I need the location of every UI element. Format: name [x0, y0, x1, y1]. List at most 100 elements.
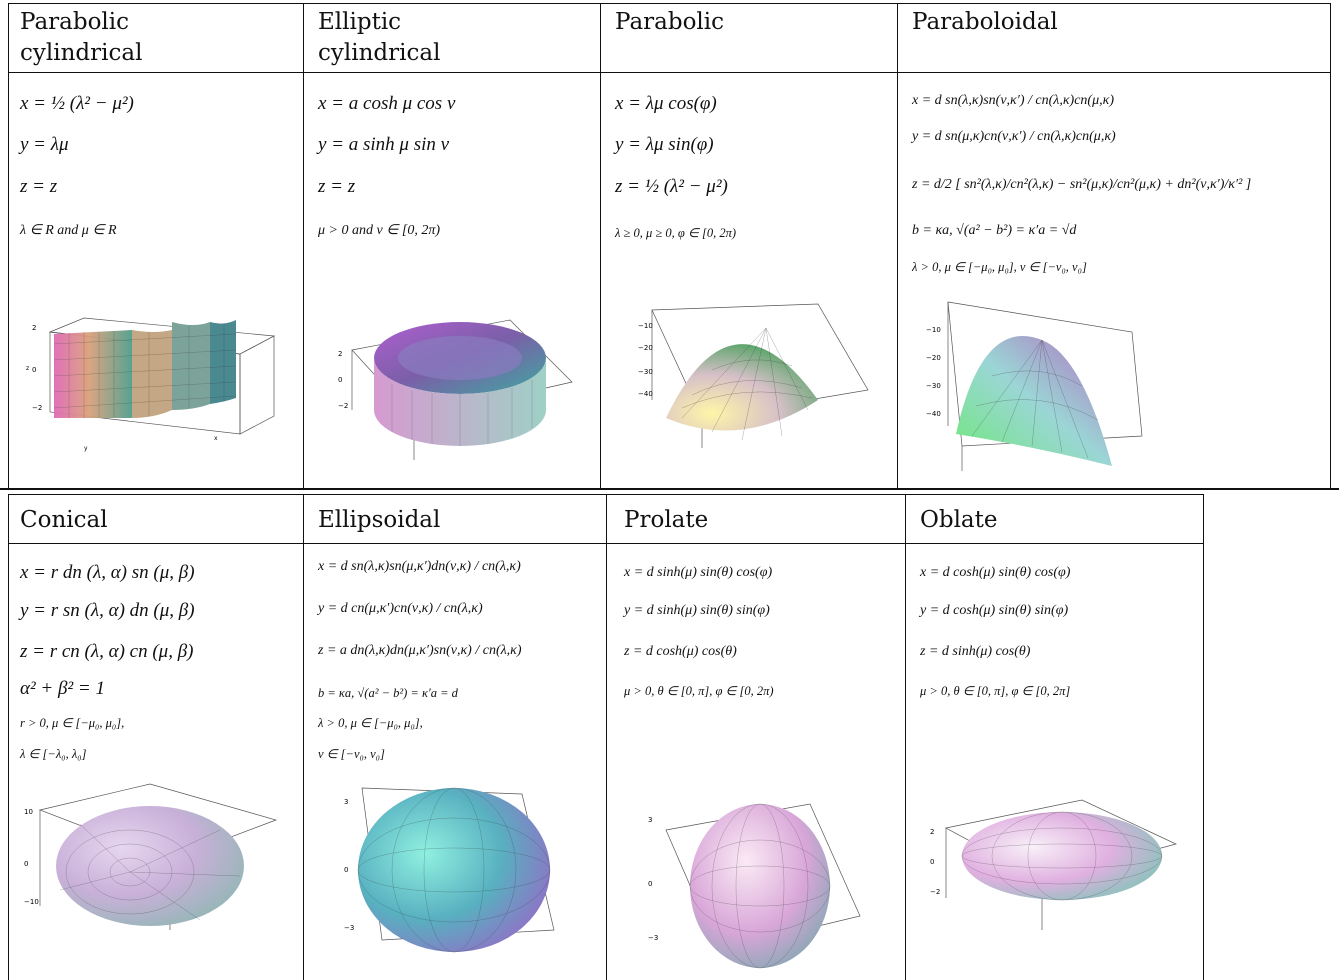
svg-text:0: 0 [344, 866, 348, 874]
svg-text:0: 0 [32, 366, 36, 374]
svg-text:−30: −30 [638, 368, 653, 376]
svg-text:−3: −3 [344, 924, 354, 932]
header-paraboloidal: Paraboloidal [912, 7, 1058, 38]
svg-text:x: x [214, 435, 218, 442]
equation-domain: λ > 0, μ ∈ [−μ₀, μ₀], ν ∈ [−ν₀, ν₀] [912, 260, 1087, 274]
prolate-spheroid-surface-icon: 3 0 −3 [648, 803, 861, 969]
bottom-table-border-left [8, 494, 9, 980]
equation-x: x = d sn(λ,κ)sn(ν,κ′) / cn(λ,κ)cn(μ,κ) [912, 93, 1114, 108]
svg-text:−10: −10 [24, 898, 39, 906]
svg-text:−40: −40 [926, 410, 941, 418]
svg-text:−20: −20 [638, 344, 653, 352]
equation-y: y = a sinh μ sin ν [318, 134, 450, 155]
equation-x: x = r dn (λ, α) sn (μ, β) [20, 562, 195, 583]
svg-text:−30: −30 [926, 382, 941, 390]
header-line: Parabolic [20, 9, 130, 35]
svg-text:−2: −2 [338, 402, 348, 410]
equation-z: z = d cosh(μ) cos(θ) [624, 644, 737, 659]
svg-text:−40: −40 [638, 390, 653, 398]
equation-domain: λ ∈ [−λ₀, λ₀] [20, 747, 87, 761]
header-line: cylindrical [318, 40, 441, 66]
elliptic-cylinder-surface-icon: 2 0 −2 [338, 319, 573, 460]
svg-text:0: 0 [338, 376, 342, 384]
header-line: Paraboloidal [912, 9, 1058, 35]
svg-text:0: 0 [648, 880, 652, 888]
equation-z: z = ½ (λ² − μ²) [615, 176, 728, 197]
equation-y: y = d sinh(μ) sin(θ) sin(φ) [624, 603, 770, 618]
top-table-rule-header [8, 72, 1331, 73]
equation-domain: μ > 0, θ ∈ [0, π], φ ∈ [0, 2π] [920, 684, 1071, 698]
equation-x: x = d sn(λ,κ)sn(μ,κ′)dn(ν,κ) / cn(λ,κ) [318, 559, 521, 574]
equation-domain: r > 0, μ ∈ [−μ₀, μ₀], [20, 716, 125, 730]
equation-x: x = a cosh μ cos ν [318, 93, 456, 114]
equation-domain: λ > 0, μ ∈ [−μ₀, μ₀], [318, 716, 423, 730]
header-parabolic-cylindrical: Parabolic cylindrical [20, 7, 142, 69]
equation-x: x = λμ cos(φ) [615, 93, 717, 114]
equation-constraint: α² + β² = 1 [20, 678, 105, 699]
svg-text:2: 2 [338, 350, 342, 358]
equation-domain: λ ≥ 0, μ ≥ 0, φ ∈ [0, 2π) [615, 226, 737, 240]
equation-domain: μ > 0 and ν ∈ [0, 2π) [318, 223, 441, 238]
bottom-table-divider-2 [606, 494, 607, 980]
ellipsoid-surface-icon: 3 0 −3 [344, 787, 555, 953]
equation-z: z = r cn (λ, α) cn (μ, β) [20, 641, 194, 662]
svg-text:2: 2 [930, 828, 934, 836]
equation-y: y = λμ sin(φ) [615, 134, 714, 155]
equation-z: z = d sinh(μ) cos(θ) [920, 644, 1031, 659]
header-conical: Conical [20, 507, 108, 533]
equation-relation: b = κa, √(a² − b²) = κ′a = d [318, 686, 458, 700]
bottom-table-divider-3 [905, 494, 906, 980]
top-table-divider-2 [600, 3, 601, 488]
header-line: Elliptic [318, 9, 402, 35]
parabolic-cylinder-surface-icon: 2 0 −2 z y x [26, 317, 276, 452]
svg-text:0: 0 [24, 860, 28, 868]
top-table-rule-top [8, 3, 1331, 4]
conical-ellipsoid-surface-icon: 10 0 −10 [24, 783, 278, 930]
svg-text:10: 10 [24, 808, 33, 816]
equation-x: x = ½ (λ² − μ²) [20, 93, 134, 114]
paraboloidal-surface-icon: −10 −20 −30 −40 [926, 301, 1143, 471]
header-prolate: Prolate [624, 507, 709, 533]
paraboloid-surface-icon: −10 −20 −30 −40 [638, 303, 869, 448]
header-parabolic: Parabolic [615, 7, 724, 38]
top-table-divider-1 [303, 3, 304, 488]
top-table-border-right [1330, 3, 1331, 488]
svg-text:−2: −2 [32, 404, 42, 412]
equation-y: y = d cn(μ,κ′)cn(ν,κ) / cn(λ,κ) [318, 601, 483, 616]
bottom-table-border-right [1203, 494, 1204, 980]
bottom-table-divider-1 [303, 494, 304, 980]
header-oblate: Oblate [920, 507, 998, 533]
svg-text:3: 3 [648, 816, 652, 824]
equation-relation: b = κa, √(a² − b²) = κ′a = √d [912, 223, 1077, 238]
equation-domain: λ ∈ R and μ ∈ R [20, 223, 117, 238]
svg-text:3: 3 [344, 798, 348, 806]
equation-x: x = d sinh(μ) sin(θ) cos(φ) [624, 565, 773, 580]
equation-z: z = z [20, 176, 58, 197]
svg-text:−20: −20 [926, 354, 941, 362]
svg-text:−2: −2 [930, 888, 940, 896]
top-table-divider-3 [897, 3, 898, 488]
oblate-spheroid-surface-icon: 2 0 −2 [930, 799, 1178, 930]
svg-text:−3: −3 [648, 934, 658, 942]
equation-z: z = z [318, 176, 356, 197]
equation-y: y = d cosh(μ) sin(θ) sin(φ) [920, 603, 1069, 618]
header-elliptic-cylindrical: Elliptic cylindrical [318, 7, 440, 69]
top-table-rule-bottom [0, 488, 1339, 490]
header-line: cylindrical [20, 40, 143, 66]
svg-text:−10: −10 [638, 322, 653, 330]
equation-domain: ν ∈ [−ν₀, ν₀] [318, 747, 385, 761]
equation-z: z = d/2 [ sn²(λ,κ)/cn²(λ,κ) − sn²(μ,κ)/c… [912, 177, 1252, 192]
svg-text:−10: −10 [926, 326, 941, 334]
svg-text:0: 0 [930, 858, 934, 866]
svg-text:y: y [84, 445, 88, 452]
header-ellipsoidal: Ellipsoidal [318, 507, 441, 533]
equation-y: y = r sn (λ, α) dn (μ, β) [20, 600, 195, 621]
equation-y: y = λμ [20, 134, 69, 155]
equation-x: x = d cosh(μ) sin(θ) cos(φ) [920, 565, 1071, 580]
equation-domain: μ > 0, θ ∈ [0, π], φ ∈ [0, 2π) [624, 684, 774, 698]
svg-text:2: 2 [32, 324, 36, 332]
equation-y: y = d sn(μ,κ)cn(ν,κ′) / cn(λ,κ)cn(μ,κ) [912, 129, 1116, 144]
equation-z: z = a dn(λ,κ)dn(μ,κ′)sn(ν,κ) / cn(λ,κ) [318, 643, 522, 658]
header-line: Parabolic [615, 9, 725, 35]
top-table-border-left [8, 3, 9, 488]
